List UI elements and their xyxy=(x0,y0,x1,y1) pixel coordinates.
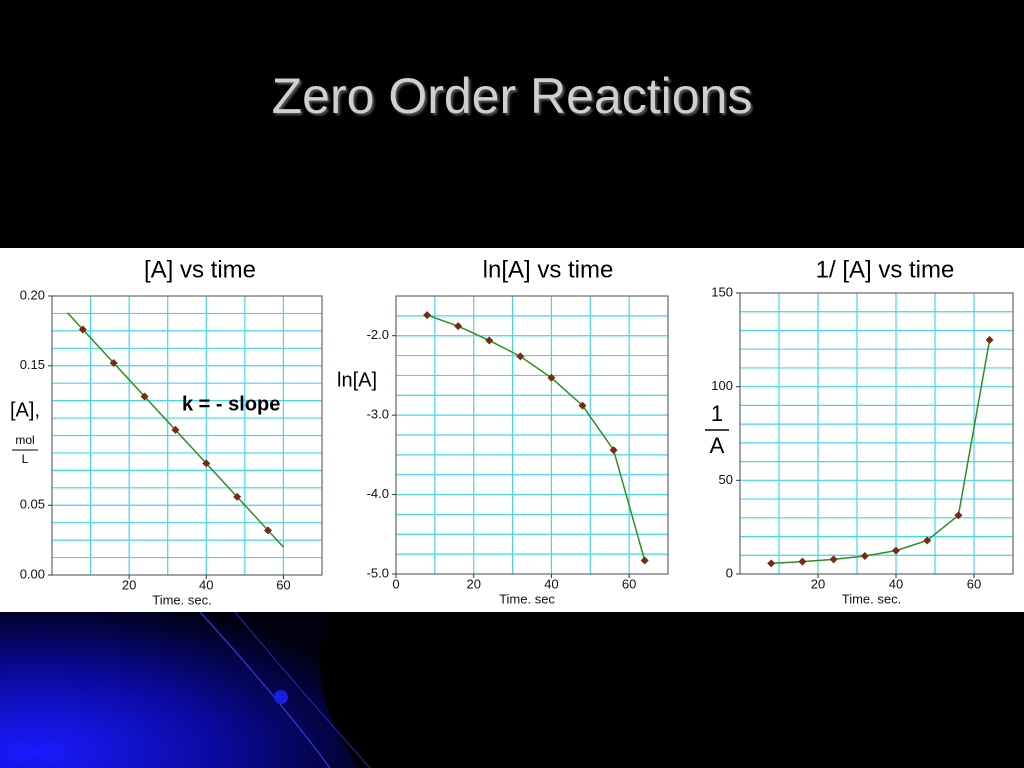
x-tick-label: 60 xyxy=(276,577,290,592)
slide-title: Zero Order Reactions xyxy=(272,68,753,124)
y-tick-label: 150 xyxy=(711,284,733,299)
data-line xyxy=(426,314,646,561)
y-tick-label: -3.0 xyxy=(367,407,389,422)
y-tick-label: 50 xyxy=(719,472,733,487)
data-point xyxy=(547,373,556,382)
x-tick-label: 40 xyxy=(889,576,903,591)
x-tick-label: 40 xyxy=(544,576,558,591)
data-point xyxy=(860,552,869,561)
charts: [A] vs time 20 40 60 0.00 0.05 0.15 0.20 Time. s… xyxy=(10,256,1014,607)
plot-frame xyxy=(51,295,323,576)
data-point xyxy=(923,536,932,545)
decoration-arc xyxy=(234,611,371,768)
data-point xyxy=(485,336,494,345)
chart-title: [A] vs time xyxy=(144,256,256,283)
chart-title: ln[A] vs time xyxy=(483,256,614,283)
data-point xyxy=(640,556,649,565)
data-point xyxy=(454,322,463,331)
decoration-arc xyxy=(199,611,331,768)
x-tick-label: 20 xyxy=(811,576,825,591)
x-axis-label: Time. sec xyxy=(499,591,555,606)
y-label-numerator: 1 xyxy=(711,401,723,426)
decoration-dot xyxy=(274,690,288,704)
annotation: k = - slope xyxy=(182,393,280,415)
y-axis-label: ln[A] xyxy=(337,369,377,391)
y-tick-label: 0.15 xyxy=(20,357,45,372)
data-point xyxy=(578,401,587,410)
y-tick-label: 0.05 xyxy=(20,497,45,512)
y-tick-label: 0 xyxy=(726,565,733,580)
y-tick-label: -5.0 xyxy=(367,565,389,580)
data-point xyxy=(954,511,963,520)
x-tick-label: 20 xyxy=(122,577,136,592)
data-point xyxy=(202,459,211,468)
data-point xyxy=(798,557,807,566)
data-line xyxy=(771,339,991,565)
data-point xyxy=(264,526,272,535)
data-point xyxy=(609,446,618,455)
data-point xyxy=(171,425,180,434)
x-axis-label: Time. sec. xyxy=(152,592,211,607)
chart-title: 1/ [A] vs time xyxy=(816,256,955,283)
plot-frame xyxy=(739,292,1014,575)
y-tick-label: -4.0 xyxy=(367,486,389,501)
y-tick-label: 0.20 xyxy=(20,287,45,302)
data-point xyxy=(78,325,87,334)
data-point xyxy=(109,358,118,367)
data-point xyxy=(516,352,525,361)
x-tick-label: 0 xyxy=(392,576,399,591)
data-point xyxy=(985,335,994,344)
data-point xyxy=(829,555,838,564)
plot-frame xyxy=(395,295,669,575)
y-tick-label: 100 xyxy=(711,378,733,393)
y-axis-label: [A], xyxy=(10,399,40,421)
y-unit-denominator: L xyxy=(22,452,29,466)
data-point xyxy=(140,392,149,401)
x-tick-label: 60 xyxy=(622,576,636,591)
y-unit-numerator: mol xyxy=(15,433,34,447)
data-point xyxy=(233,492,242,501)
y-label-denominator: A xyxy=(710,433,725,458)
y-tick-label: 0.00 xyxy=(20,566,45,581)
x-tick-label: 20 xyxy=(466,576,480,591)
data-point xyxy=(423,311,432,320)
x-tick-label: 60 xyxy=(967,576,981,591)
decoration xyxy=(0,612,360,768)
x-axis-label: Time. sec. xyxy=(842,591,901,606)
x-tick-label: 40 xyxy=(199,577,213,592)
y-tick-label: -2.0 xyxy=(367,327,389,342)
data-point xyxy=(767,559,776,568)
data-point xyxy=(892,546,900,555)
